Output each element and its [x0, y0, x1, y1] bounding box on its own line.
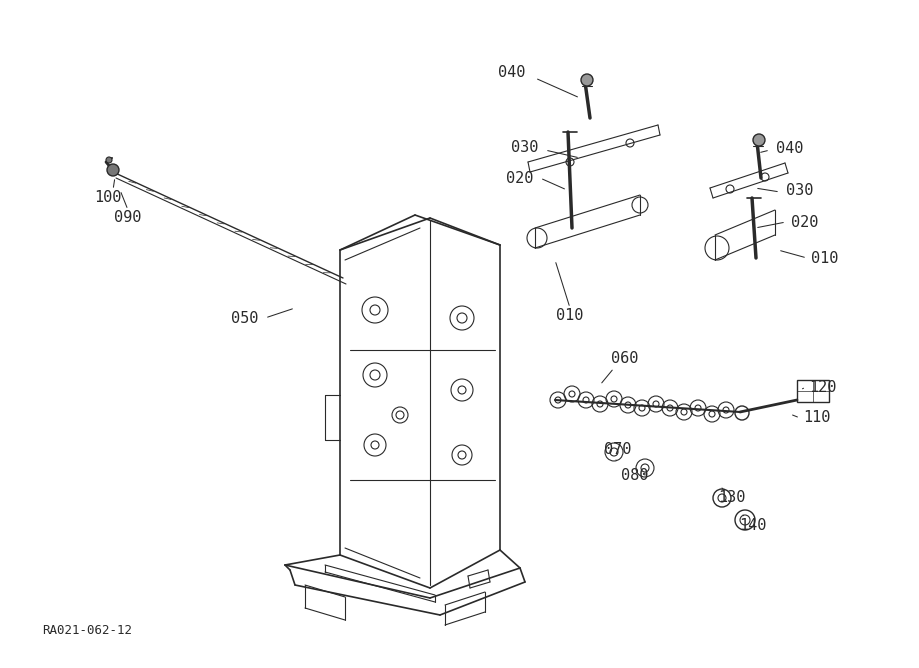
Text: 080: 080 — [620, 468, 648, 482]
Text: 040: 040 — [776, 140, 803, 156]
Circle shape — [581, 74, 593, 86]
Text: 130: 130 — [718, 490, 745, 506]
Text: 010: 010 — [556, 307, 583, 323]
Text: 010: 010 — [811, 250, 838, 265]
Text: 040: 040 — [498, 65, 525, 79]
Text: 110: 110 — [802, 411, 830, 426]
Text: 050: 050 — [231, 311, 258, 325]
Text: 030: 030 — [786, 182, 812, 198]
Bar — [796, 380, 828, 402]
Text: 070: 070 — [604, 442, 631, 458]
Circle shape — [106, 157, 112, 163]
Circle shape — [107, 164, 119, 176]
Text: 020: 020 — [790, 214, 818, 230]
Text: 090: 090 — [114, 210, 142, 224]
Text: 100: 100 — [95, 190, 121, 204]
Text: 030: 030 — [511, 140, 539, 154]
Text: 060: 060 — [610, 351, 638, 365]
Text: 120: 120 — [809, 379, 835, 395]
Text: RA021-062-12: RA021-062-12 — [42, 623, 131, 637]
Text: 020: 020 — [505, 170, 533, 186]
Circle shape — [752, 134, 765, 146]
Text: 140: 140 — [739, 518, 766, 532]
